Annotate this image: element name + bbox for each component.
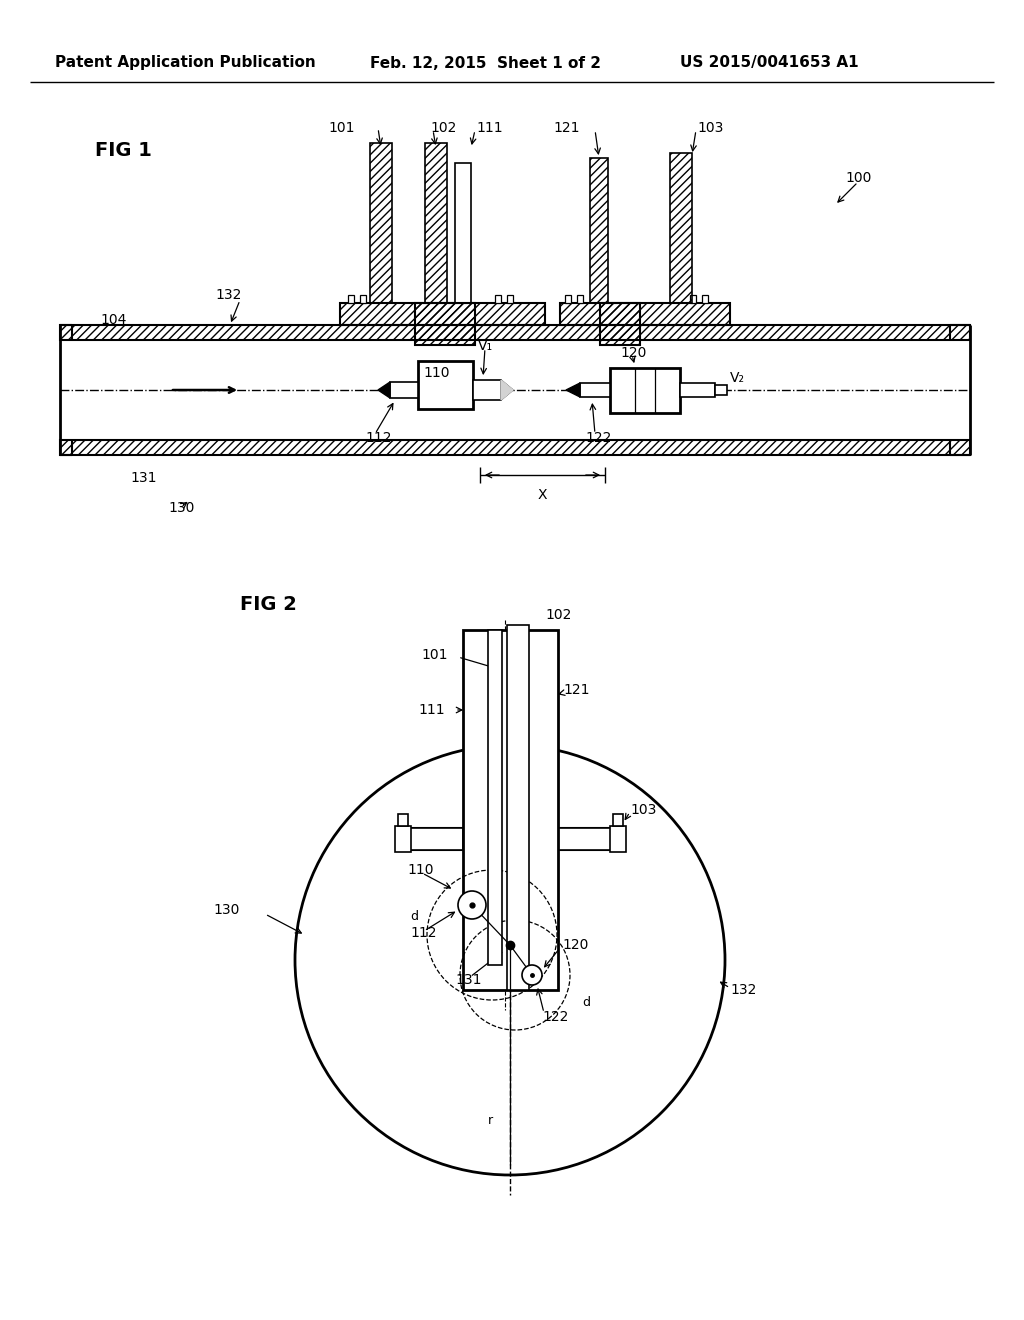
Bar xyxy=(715,385,727,395)
Bar xyxy=(507,294,513,304)
Circle shape xyxy=(295,744,725,1175)
Bar xyxy=(590,158,608,304)
Text: 122: 122 xyxy=(542,1010,568,1024)
Bar xyxy=(390,381,418,399)
Text: 130: 130 xyxy=(168,502,195,515)
Bar xyxy=(670,153,692,304)
Text: 102: 102 xyxy=(545,609,571,622)
Bar xyxy=(360,294,366,304)
Bar xyxy=(415,304,475,345)
Text: 100: 100 xyxy=(845,172,871,185)
Bar xyxy=(558,828,613,850)
Circle shape xyxy=(522,965,542,985)
Bar xyxy=(408,828,463,850)
Polygon shape xyxy=(378,381,390,399)
Text: 104: 104 xyxy=(100,313,126,327)
Text: 120: 120 xyxy=(620,346,646,360)
Bar xyxy=(418,360,473,409)
Bar xyxy=(577,294,583,304)
Text: 112: 112 xyxy=(365,432,391,445)
Text: 101: 101 xyxy=(422,648,449,663)
Bar xyxy=(60,440,970,455)
Bar xyxy=(690,294,696,304)
Text: V₂: V₂ xyxy=(730,371,745,385)
Bar xyxy=(560,304,730,325)
Bar xyxy=(613,814,623,826)
Polygon shape xyxy=(501,380,513,400)
Text: 132: 132 xyxy=(730,983,757,997)
Text: 111: 111 xyxy=(419,704,445,717)
Text: 101: 101 xyxy=(329,121,355,135)
Text: 103: 103 xyxy=(630,803,656,817)
Bar xyxy=(610,368,680,413)
Text: 110: 110 xyxy=(407,863,433,876)
Text: d: d xyxy=(410,911,418,924)
Text: 131: 131 xyxy=(455,973,481,987)
Bar xyxy=(488,630,502,965)
Text: 102: 102 xyxy=(430,121,457,135)
Bar xyxy=(565,294,571,304)
Text: V₁: V₁ xyxy=(478,339,494,352)
Text: 132: 132 xyxy=(215,288,242,302)
Bar xyxy=(600,304,640,345)
Text: r: r xyxy=(488,1114,494,1126)
Bar xyxy=(348,294,354,304)
Text: 103: 103 xyxy=(697,121,723,135)
Text: Patent Application Publication: Patent Application Publication xyxy=(55,55,315,70)
Bar xyxy=(60,325,970,341)
Bar xyxy=(463,630,558,990)
Bar xyxy=(580,383,610,397)
Bar xyxy=(473,380,501,400)
Text: d: d xyxy=(582,997,590,1010)
Bar xyxy=(425,143,447,304)
Text: 130: 130 xyxy=(214,903,240,917)
Text: 110: 110 xyxy=(423,366,450,380)
Text: US 2015/0041653 A1: US 2015/0041653 A1 xyxy=(680,55,859,70)
Text: 112: 112 xyxy=(410,927,436,940)
Bar xyxy=(398,814,408,826)
Bar xyxy=(507,624,529,990)
Polygon shape xyxy=(566,383,580,397)
Text: 111: 111 xyxy=(476,121,503,135)
Text: 121: 121 xyxy=(563,682,590,697)
Text: 120: 120 xyxy=(562,939,589,952)
Bar xyxy=(340,304,545,325)
Bar xyxy=(702,294,708,304)
Text: FIG 1: FIG 1 xyxy=(95,140,152,160)
Bar xyxy=(680,383,715,397)
Bar xyxy=(495,294,501,304)
Text: Feb. 12, 2015  Sheet 1 of 2: Feb. 12, 2015 Sheet 1 of 2 xyxy=(370,55,601,70)
Text: 122: 122 xyxy=(585,432,611,445)
Bar xyxy=(370,143,392,304)
Text: 131: 131 xyxy=(130,471,157,484)
Bar xyxy=(610,826,626,851)
Circle shape xyxy=(458,891,486,919)
Text: 121: 121 xyxy=(554,121,580,135)
Bar xyxy=(395,826,411,851)
Text: FIG 2: FIG 2 xyxy=(240,595,297,615)
Bar xyxy=(455,162,471,304)
Text: X: X xyxy=(538,488,547,502)
